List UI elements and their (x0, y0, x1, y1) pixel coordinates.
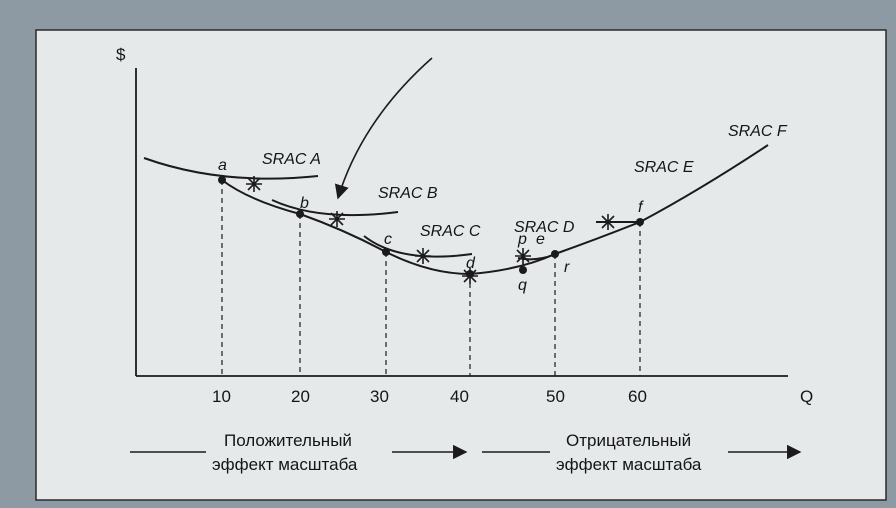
point-label-r: r (564, 259, 570, 276)
dot-f (636, 218, 644, 226)
positive-caption-line1: Положительный (224, 431, 352, 450)
dot-a (218, 176, 226, 184)
srac-a-min-marker (246, 176, 262, 192)
tick-label-40: 40 (450, 387, 469, 406)
srac-b-label: SRAC B (378, 185, 438, 202)
srac-d-label: SRAC D (514, 219, 575, 236)
srac-b-curve (271, 199, 399, 217)
tick-label-50: 50 (546, 387, 565, 406)
figure-panel (35, 29, 887, 501)
point-label-c: c (384, 231, 392, 248)
tick-label-20: 20 (291, 387, 310, 406)
srac-c-curve (363, 235, 473, 258)
srac-b-min-marker (329, 211, 345, 227)
tick-label-10: 10 (212, 387, 231, 406)
dot-b (296, 210, 304, 218)
pointer-arrow (334, 57, 433, 200)
drop-lines (221, 180, 641, 376)
negative-caption-line1: Отрицательный (566, 431, 691, 450)
point-label-e: e (536, 231, 545, 248)
point-dots (218, 176, 644, 278)
srac-min-markers (246, 176, 616, 284)
y-axis-label: $ (116, 45, 126, 64)
point-label-d: d (466, 255, 476, 272)
point-label-b: b (300, 195, 309, 212)
tick-label-60: 60 (628, 387, 647, 406)
dot-q (519, 266, 527, 274)
x-axis-label: Q (800, 387, 813, 406)
dot-c (382, 248, 390, 256)
point-label-q: q (518, 277, 527, 294)
srac-e-min-marker (600, 214, 616, 230)
positive-caption-line2: эффект масштаба (212, 455, 358, 474)
point-label-a: a (218, 157, 227, 174)
tick-label-30: 30 (370, 387, 389, 406)
dot-e (551, 250, 559, 258)
srac-f-label: SRAC F (728, 123, 788, 140)
srac-c-label: SRAC C (420, 223, 481, 240)
negative-caption-line2: эффект масштаба (556, 455, 702, 474)
point-p-marker (515, 248, 531, 264)
srac-c-min-marker (415, 248, 431, 264)
srac-a-label: SRAC A (262, 151, 321, 168)
point-label-p: p (517, 231, 527, 248)
point-label-f: f (638, 199, 644, 216)
srac-e-label: SRAC E (634, 159, 694, 176)
srac-d-min-marker (462, 268, 478, 284)
srac-a-curve (143, 157, 319, 180)
